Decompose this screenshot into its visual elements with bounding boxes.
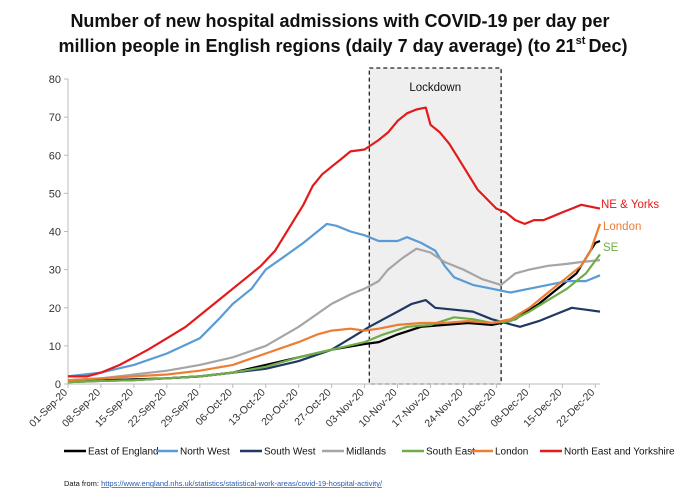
lockdown-label: Lockdown [409, 82, 461, 94]
legend-label-midlands: Midlands [346, 447, 386, 458]
source-prefix: Data from: [64, 479, 101, 488]
y-tick-label: 70 [49, 112, 61, 124]
series-line-north-west [67, 222, 601, 378]
chart-title-line-2-end: Dec) [588, 36, 627, 56]
legend-label-london: London [495, 447, 528, 458]
series-line-south-east [67, 253, 601, 384]
x-axis-ticks: 01-Sep-2008-Sep-2015-Sep-2022-Sep-2029-S… [27, 384, 598, 430]
y-axis-ticks: 0 10 20 30 40 50 60 70 80 [49, 74, 68, 391]
y-tick-label: 50 [49, 188, 61, 200]
chart-title-superscript: st [576, 35, 586, 47]
legend-label-east-of-england: East of England [88, 447, 159, 458]
lockdown-shading [368, 67, 502, 385]
source-link: https://www.england.nhs.uk/statistics/st… [101, 479, 383, 488]
chart-title-line-2: million people in English regions (daily… [59, 35, 628, 56]
y-tick-label: 60 [49, 150, 61, 162]
legend-label-north-east-and-yorkshire: North East and Yorkshire [564, 447, 675, 458]
series-line-london [67, 223, 602, 382]
legend-label-south-west: South West [264, 447, 316, 458]
legend: East of England North West South West Midla… [64, 447, 675, 458]
y-tick-label: 80 [49, 74, 61, 86]
lockdown-region: Lockdown [368, 67, 502, 385]
series-lines [67, 106, 602, 384]
annotation-london: London [603, 221, 641, 233]
chart-title-line-2-main: million people in English regions (daily… [59, 36, 576, 56]
chart-title-line-1: Number of new hospital admissions with C… [70, 11, 609, 31]
y-tick-label: 20 [49, 303, 61, 315]
series-line-midlands [67, 247, 601, 382]
source-note: Data from: https://www.england.nhs.uk/st… [64, 479, 383, 488]
series-line-north-east-and-yorkshire [68, 106, 601, 378]
annotation-se: SE [603, 242, 619, 254]
y-tick-label: 0 [55, 379, 61, 391]
legend-label-south-east: South East [426, 447, 475, 458]
annotation-ne-yorks: NE & Yorks [601, 199, 659, 211]
legend-label-north-west: North West [180, 447, 230, 458]
y-tick-label: 30 [49, 265, 61, 277]
axes [67, 79, 600, 385]
y-tick-label: 10 [49, 341, 61, 353]
y-tick-label: 40 [49, 227, 61, 239]
